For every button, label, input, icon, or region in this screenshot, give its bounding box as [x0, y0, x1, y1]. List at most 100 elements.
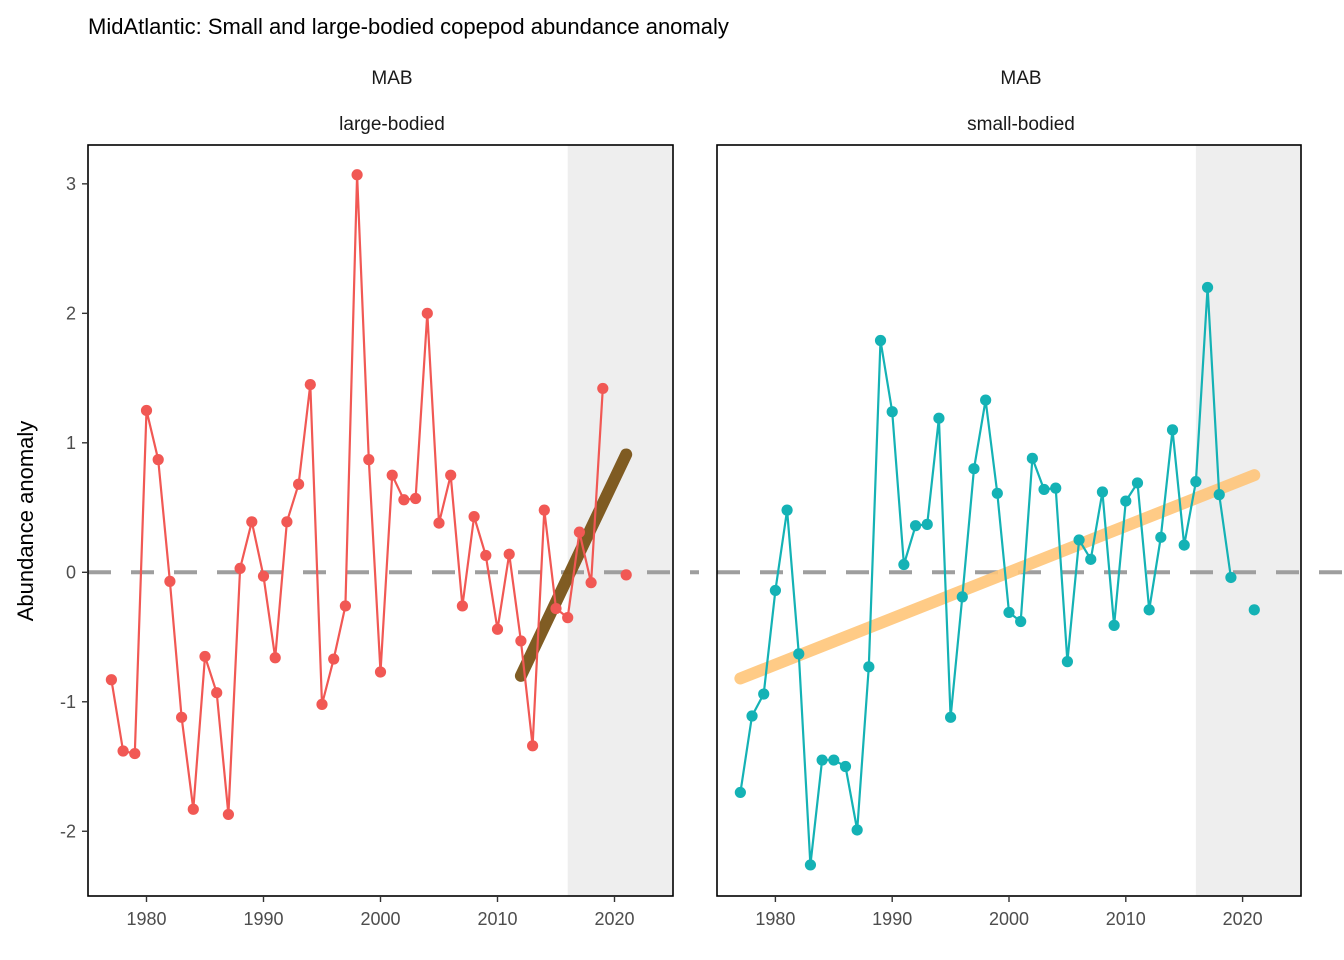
- data-point: [480, 549, 492, 562]
- strip-label-group: small-bodied: [967, 114, 1075, 135]
- x-tick-label: 1990: [872, 909, 912, 929]
- data-point: [921, 518, 933, 530]
- data-point: [863, 661, 875, 673]
- data-point: [445, 469, 457, 481]
- y-tick-label: 3: [66, 174, 76, 194]
- facet-large-bodied: MAB large-bodied 1980 1990 2000 2010 2020 -2 -…: [60, 68, 699, 929]
- y-tick-label: 2: [66, 303, 76, 323]
- data-point: [257, 570, 270, 582]
- data-point: [187, 803, 199, 815]
- data-point: [1026, 452, 1038, 464]
- data-point: [140, 404, 153, 417]
- data-point: [1155, 531, 1167, 543]
- data-point: [538, 504, 550, 516]
- data-point: [374, 666, 387, 678]
- data-point: [152, 454, 164, 466]
- data-point: [234, 562, 246, 575]
- data-point: [597, 382, 609, 395]
- data-point: [550, 602, 562, 615]
- data-point: [410, 492, 422, 505]
- y-axis-label: Abundance anomaly: [13, 421, 38, 622]
- data-point: [176, 711, 188, 723]
- data-point: [164, 575, 176, 587]
- data-point: [199, 650, 211, 663]
- data-point: [1143, 604, 1155, 616]
- x-tick-label: 1980: [755, 909, 795, 929]
- data-point: [945, 711, 957, 723]
- data-point: [933, 412, 945, 424]
- data-point: [734, 786, 746, 799]
- strip-label-region: MAB: [1000, 68, 1041, 89]
- x-tick-label: 2010: [477, 909, 517, 929]
- data-point: [421, 307, 433, 319]
- data-point: [117, 745, 129, 757]
- x-tick-label: 1980: [126, 909, 166, 929]
- data-point: [351, 169, 363, 181]
- x-tick-label: 2020: [594, 909, 634, 929]
- data-point: [585, 577, 597, 589]
- data-point: [1178, 539, 1190, 551]
- x-tick-label: 2000: [989, 909, 1029, 929]
- data-point: [828, 754, 840, 766]
- x-tick-label: 2000: [360, 909, 400, 929]
- data-point: [527, 740, 539, 752]
- data-point: [956, 591, 968, 603]
- data-point: [1213, 489, 1225, 501]
- data-point: [491, 623, 504, 635]
- data-point: [456, 600, 468, 612]
- data-point: [1225, 571, 1237, 584]
- y-tick-label: -2: [60, 821, 76, 841]
- data-point: [1073, 534, 1085, 546]
- trend-line: [734, 469, 1261, 685]
- strip-label-region: MAB: [371, 68, 412, 89]
- data-point: [839, 760, 852, 773]
- data-point: [293, 478, 305, 490]
- data-point: [211, 687, 223, 699]
- data-point: [515, 635, 527, 647]
- data-point: [793, 648, 805, 660]
- data-point: [804, 859, 817, 871]
- data-point: [1248, 604, 1260, 616]
- data-point: [468, 511, 480, 523]
- data-point: [1108, 619, 1120, 631]
- data-point: [105, 674, 117, 686]
- data-point: [886, 406, 898, 418]
- data-point: [991, 487, 1003, 499]
- data-point: [816, 754, 828, 766]
- data-point: [316, 698, 328, 710]
- data-point: [1050, 482, 1062, 494]
- data-point: [874, 334, 887, 347]
- data-point: [1166, 424, 1179, 436]
- data-point: [620, 569, 632, 581]
- data-point: [980, 394, 992, 406]
- data-point: [1096, 486, 1109, 498]
- data-point: [562, 612, 574, 624]
- data-point: [851, 824, 863, 836]
- data-point: [281, 516, 293, 528]
- data-point: [1190, 476, 1202, 488]
- data-point: [1015, 615, 1027, 628]
- data-point: [1003, 606, 1015, 619]
- data-point: [1085, 553, 1097, 565]
- data-point: [398, 494, 410, 506]
- y-tick-label: 1: [66, 433, 76, 453]
- data-point: [758, 688, 770, 700]
- data-point: [129, 747, 141, 760]
- y-tick-label: 0: [66, 562, 76, 582]
- data-point: [339, 600, 351, 612]
- shaded-recent-period: [1195, 145, 1301, 896]
- data-point: [968, 463, 980, 475]
- data-point: [1201, 281, 1214, 294]
- data-point: [433, 517, 445, 529]
- data-point: [1038, 483, 1050, 496]
- data-point: [1061, 656, 1073, 668]
- data-point: [304, 378, 316, 391]
- data-point: [269, 652, 281, 664]
- data-point: [222, 808, 234, 821]
- data-point: [573, 526, 586, 538]
- data-point: [328, 653, 340, 665]
- data-point: [781, 504, 793, 516]
- data-point: [769, 584, 782, 597]
- x-tick-label: 2010: [1106, 909, 1146, 929]
